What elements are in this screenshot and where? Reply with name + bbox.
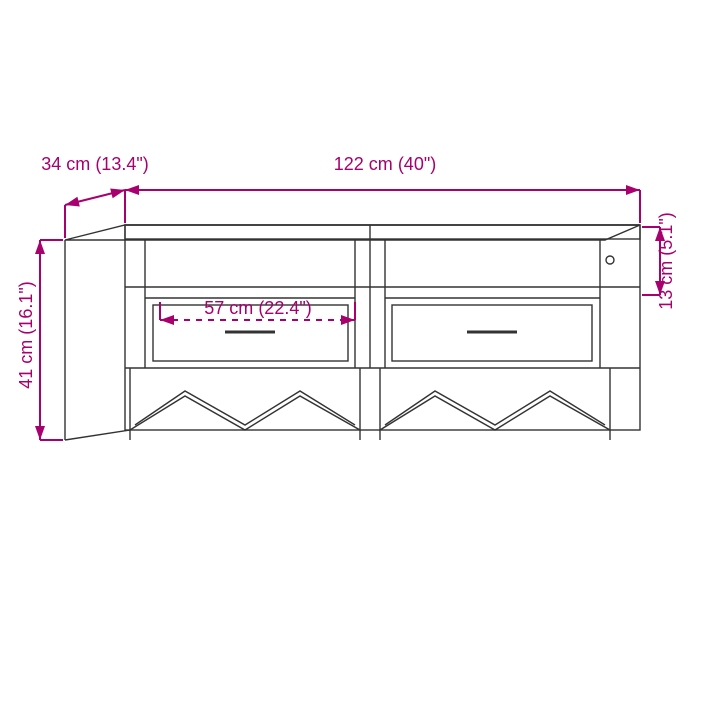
dim-width-label: 122 cm (40") bbox=[334, 154, 436, 174]
dim-depth-label: 34 cm (13.4") bbox=[41, 154, 148, 174]
tv-stand-drawing bbox=[65, 225, 640, 440]
dim-drawer-label: 57 cm (22.4") bbox=[204, 298, 311, 318]
dim-height-label: 41 cm (16.1") bbox=[16, 281, 36, 388]
dim-shelf-label: 13 cm (5.1") bbox=[656, 212, 676, 309]
